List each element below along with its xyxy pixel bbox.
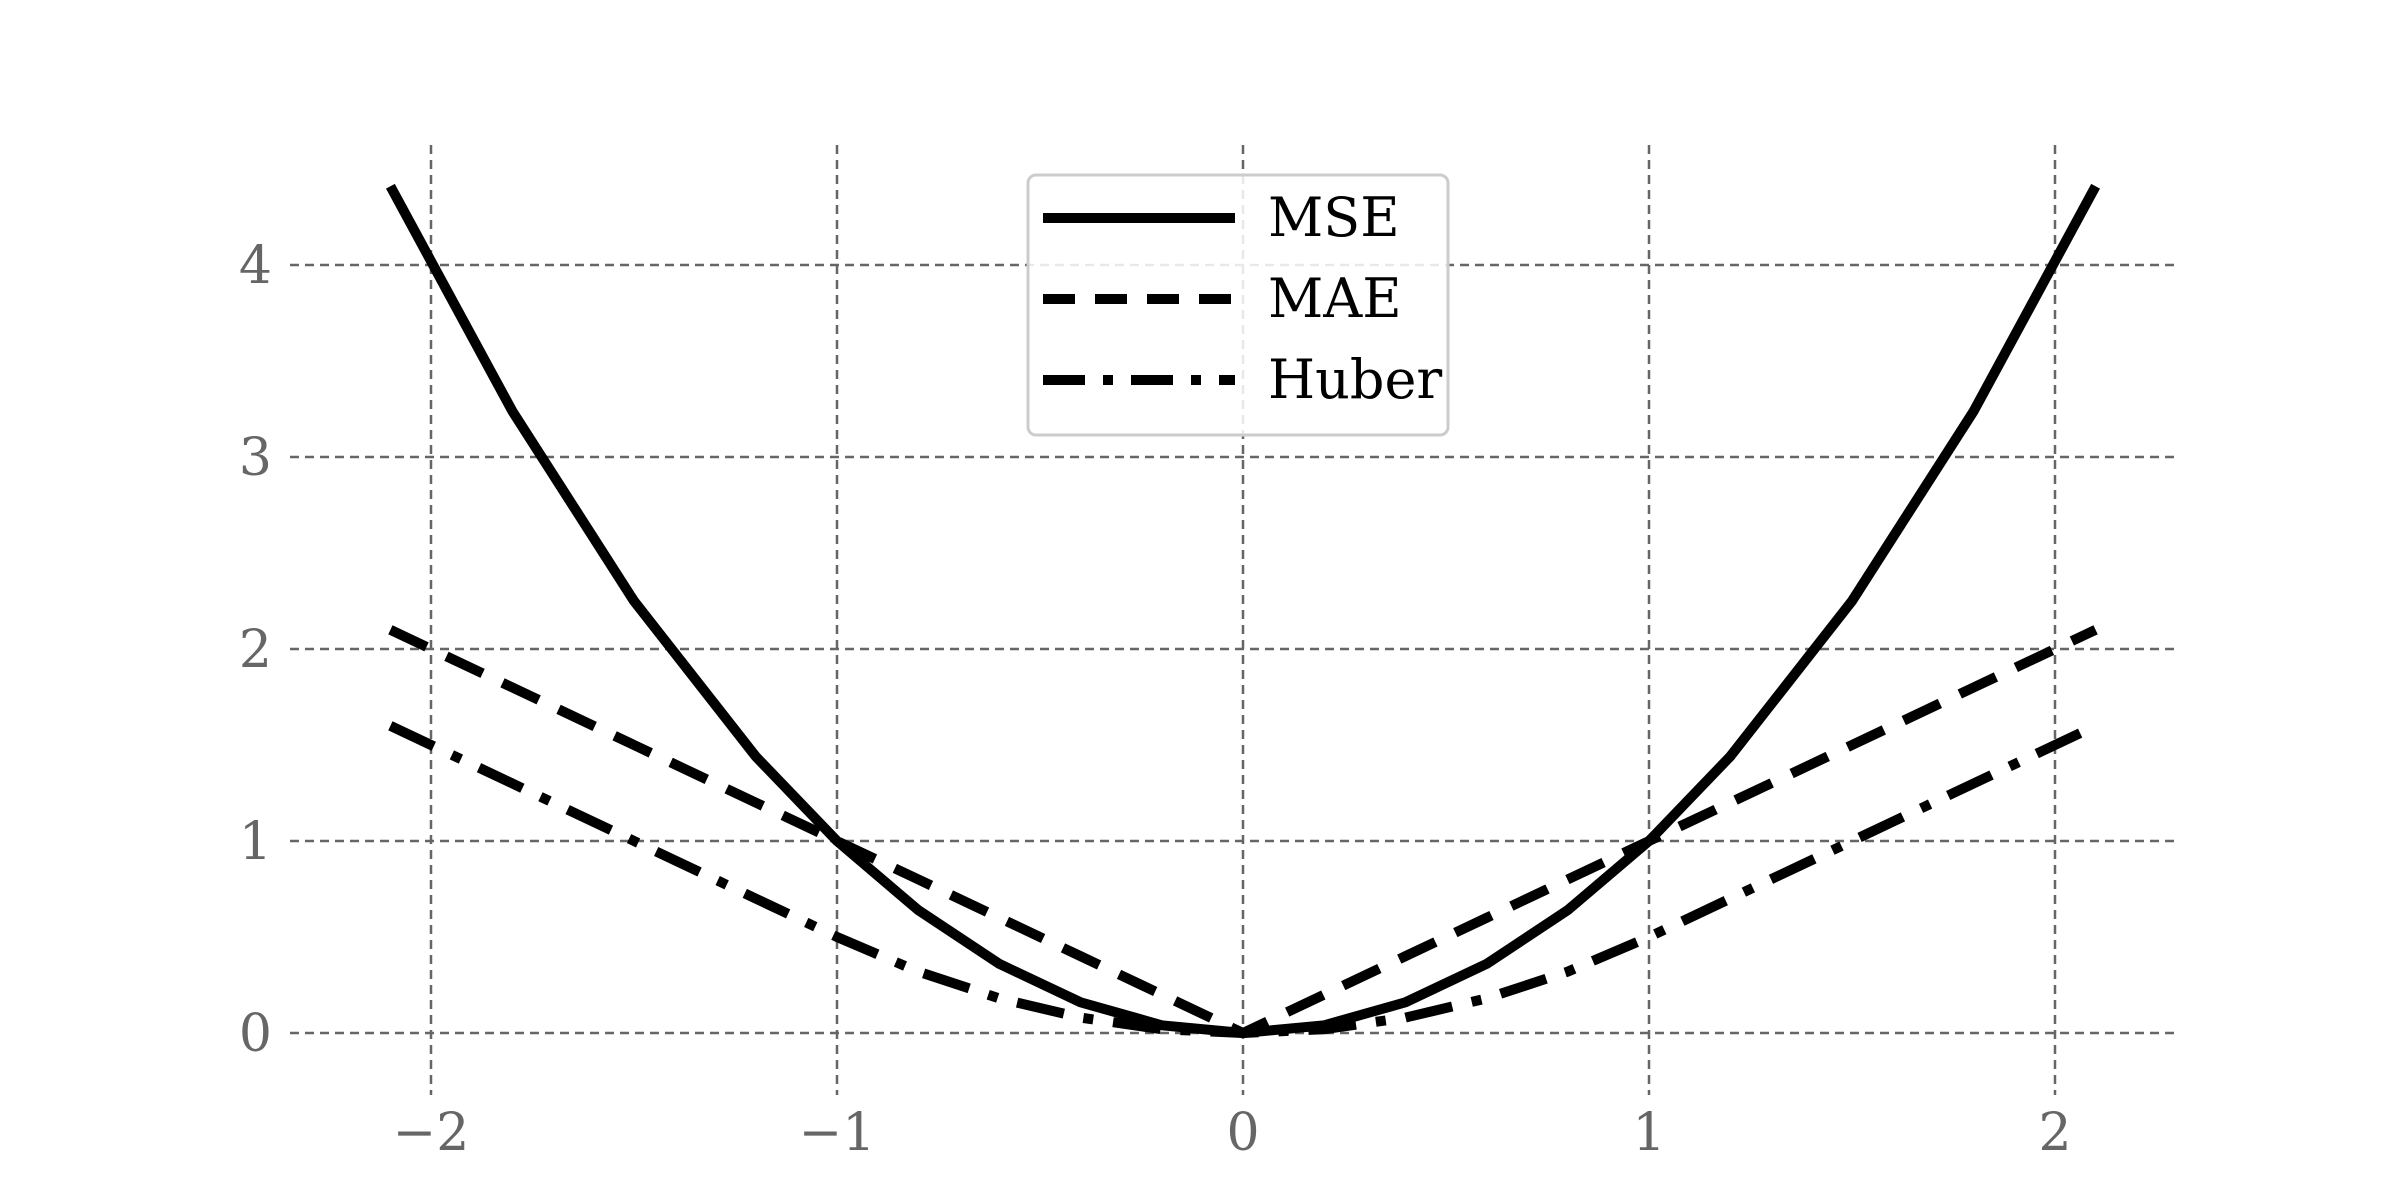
y-tick-label: 3 [239, 428, 272, 488]
x-tick-label: 0 [1226, 1103, 1259, 1163]
legend-entries: MSE MAE Huber [1043, 186, 1442, 411]
x-tick-label: −2 [393, 1103, 470, 1163]
legend-label-mae: MAE [1268, 267, 1402, 330]
x-tick-labels: −2 −1 0 1 2 [393, 1103, 2072, 1163]
y-tick-label: 1 [239, 812, 272, 872]
x-tick-label: 1 [1632, 1103, 1665, 1163]
legend: MSE MAE Huber [1026, 173, 1450, 437]
legend-label-mse: MSE [1268, 186, 1400, 249]
series-line-huber [388, 721, 2098, 1038]
legend-label-huber: Huber [1268, 348, 1442, 411]
y-tick-label: 0 [239, 1004, 272, 1064]
legend-box [1026, 173, 1450, 437]
y-tick-label: 4 [239, 236, 272, 296]
y-tick-label: 2 [239, 620, 272, 680]
y-tick-labels: 0 1 2 3 4 [239, 236, 272, 1064]
x-tick-label: 2 [2038, 1103, 2071, 1163]
series-lines [386, 183, 2100, 1038]
x-tick-label: −1 [799, 1103, 876, 1163]
